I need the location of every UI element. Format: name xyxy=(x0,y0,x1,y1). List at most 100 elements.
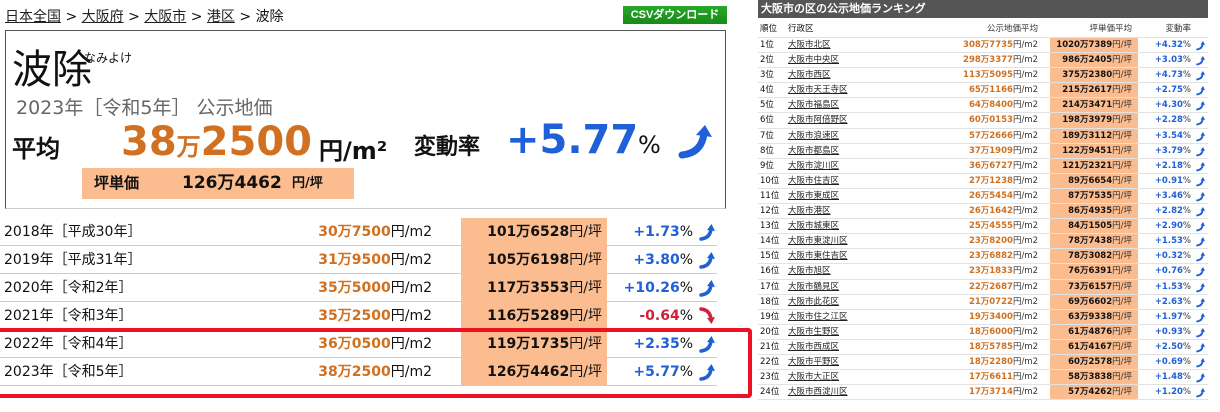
change-value: +4.73 xyxy=(1154,70,1183,81)
ward-link[interactable]: 大阪市淀川区 xyxy=(788,160,840,171)
history-year: 2021年［令和3年］ xyxy=(4,308,133,324)
tsubo-bg xyxy=(1050,83,1138,98)
average-rest: 2500 xyxy=(200,119,312,165)
change-value: +0.69 xyxy=(1154,356,1183,367)
tsubo-value: 61万4876 xyxy=(1068,326,1113,337)
tsubo-unit: 円/坪 xyxy=(1112,115,1132,126)
rank: 16位 xyxy=(760,266,780,277)
tsubo-unit: 円/坪 xyxy=(569,364,602,380)
tsubo-unit: 円/坪 xyxy=(1112,145,1132,156)
ward-link[interactable]: 大阪市東淀川区 xyxy=(788,236,848,247)
ward-link[interactable]: 大阪市中央区 xyxy=(788,55,840,66)
tsubo-bg xyxy=(461,358,607,386)
ward-link[interactable]: 大阪市北区 xyxy=(788,40,831,50)
m2-unit: 円/m2 xyxy=(1012,296,1038,307)
ward-link[interactable]: 大阪市西淀川区 xyxy=(788,387,848,398)
ward-link[interactable]: 大阪市旭区 xyxy=(788,266,831,277)
ward-tsubo-price: 57万4262円/坪 xyxy=(1068,385,1132,400)
breadcrumb-japan[interactable]: 日本全国 xyxy=(5,9,61,25)
ward-link[interactable]: 大阪市西区 xyxy=(788,70,831,81)
ward-link[interactable]: 大阪市城東区 xyxy=(788,221,840,232)
percent-sign: % xyxy=(1182,236,1191,247)
ward-tsubo-price: 84万1505円/坪 xyxy=(1068,219,1132,234)
ward-change: +2.18% xyxy=(1155,159,1191,174)
m2-value: 25万4555 xyxy=(968,221,1013,232)
tsubo-bg xyxy=(1050,370,1138,385)
ward-link[interactable]: 大阪市西成区 xyxy=(788,341,840,352)
ward-link[interactable]: 大阪市鶴見区 xyxy=(788,281,840,292)
average-unit: 円/m² xyxy=(319,137,388,165)
percent-sign: % xyxy=(679,252,693,268)
place-reading: なみよけ xyxy=(84,51,133,65)
m2-unit: 円/m2 xyxy=(1012,70,1038,81)
ward-m2-price: 26万1642円/m2 xyxy=(969,204,1038,219)
ranking-row: 1位 大阪市北区 308万7735円/m2 1020万7389円/坪 +4.32% xyxy=(758,38,1208,54)
m2-unit: 円/m2 xyxy=(1012,145,1038,156)
m2-unit: 円/m2 xyxy=(390,308,432,324)
ward-m2-price: 18万6000円/m2 xyxy=(969,325,1038,340)
ward-link[interactable]: 大阪市此花区 xyxy=(788,296,840,307)
ward-tsubo-price: 69万6602円/坪 xyxy=(1068,295,1132,310)
breadcrumb-osaka-pref[interactable]: 大阪府 xyxy=(81,9,124,25)
tsubo-unit: 円/坪 xyxy=(1112,341,1132,352)
m2-value: 64万8400 xyxy=(968,100,1013,111)
ward-link[interactable]: 大阪市生野区 xyxy=(788,326,840,337)
trend-up-icon xyxy=(1196,342,1205,353)
history-m2-price: 38万2500円/m2 xyxy=(318,358,432,386)
tsubo-value: 101万6528 xyxy=(487,224,570,240)
header-change: 変動率 xyxy=(1165,24,1191,34)
ward-link[interactable]: 大阪市福島区 xyxy=(788,100,840,111)
percent-sign: % xyxy=(1182,55,1191,66)
ward-link[interactable]: 大阪市住吉区 xyxy=(788,175,840,186)
ward-link[interactable]: 大阪市住之江区 xyxy=(788,311,848,322)
tsubo-value: 76万6391 xyxy=(1068,266,1113,277)
tsubo-value: 119万1735 xyxy=(487,336,570,352)
m2-unit: 円/m2 xyxy=(1012,160,1038,171)
ward-link[interactable]: 大阪市都島区 xyxy=(788,145,840,156)
ward-m2-price: 23万8200円/m2 xyxy=(969,234,1038,249)
change-value: +0.32 xyxy=(1154,251,1183,262)
trend-up-icon xyxy=(1196,161,1205,172)
ward-m2-price: 21万0722円/m2 xyxy=(969,295,1038,310)
ward-link[interactable]: 大阪市阿倍野区 xyxy=(788,115,848,126)
m2-unit: 円/m2 xyxy=(1012,130,1038,141)
ward-m2-price: 19万3400円/m2 xyxy=(969,310,1038,325)
tsubo-bg xyxy=(1050,354,1138,370)
tsubo-value: 105万6198 xyxy=(487,252,570,268)
trend-up-icon xyxy=(1196,86,1205,96)
header-ward: 行政区 xyxy=(788,24,814,34)
ward-link[interactable]: 大阪市天王寺区 xyxy=(788,85,848,96)
m2-unit: 円/m2 xyxy=(1012,40,1038,50)
change-value: +3.79 xyxy=(1154,145,1183,156)
change-value: +3.80 xyxy=(633,252,680,268)
breadcrumb-osaka-city[interactable]: 大阪市 xyxy=(144,9,187,25)
csv-download-button[interactable]: CSVダウンロード xyxy=(623,6,727,24)
ward-link[interactable]: 大阪市浪速区 xyxy=(788,130,840,141)
tsubo-value: 126万4462 xyxy=(487,364,570,380)
m2-value: 298万3377 xyxy=(963,55,1013,66)
rank: 19位 xyxy=(760,311,780,322)
history-year: 2022年［令和4年］ xyxy=(4,336,133,352)
m2-value: 30万7500 xyxy=(318,224,391,240)
ward-change: +3.79% xyxy=(1155,144,1191,159)
ranking-row: 21位 大阪市西成区 18万5785円/m2 61万4167円/坪 +2.50% xyxy=(758,339,1208,355)
change-value: +3.46 xyxy=(1154,190,1183,201)
ward-m2-price: 60万0153円/m2 xyxy=(969,113,1038,128)
trend-up-icon xyxy=(1196,237,1205,247)
history-table: 2018年［平成30年］ 30万7500円/m2 101万6528円/坪 +1.73%… xyxy=(0,218,717,386)
ward-link[interactable]: 大阪市港区 xyxy=(788,206,831,217)
m2-unit: 円/m2 xyxy=(1012,341,1038,352)
tsubo-unit: 円/坪 xyxy=(1112,85,1132,96)
header-tsubo: 坪単価平均 xyxy=(1089,24,1132,34)
history-change: +10.26% xyxy=(624,274,693,302)
ward-link[interactable]: 大阪市平野区 xyxy=(788,356,840,367)
ward-link[interactable]: 大阪市東成区 xyxy=(788,190,840,201)
rank: 20位 xyxy=(760,326,780,337)
tsubo-bg xyxy=(1050,339,1138,354)
m2-unit: 円/m2 xyxy=(1012,175,1038,186)
tsubo-bg xyxy=(1050,173,1138,188)
breadcrumb-minato-ku[interactable]: 港区 xyxy=(206,9,235,25)
ward-link[interactable]: 大阪市大正区 xyxy=(788,372,840,383)
ward-change: +2.28% xyxy=(1155,113,1191,128)
ward-link[interactable]: 大阪市東住吉区 xyxy=(788,251,848,262)
